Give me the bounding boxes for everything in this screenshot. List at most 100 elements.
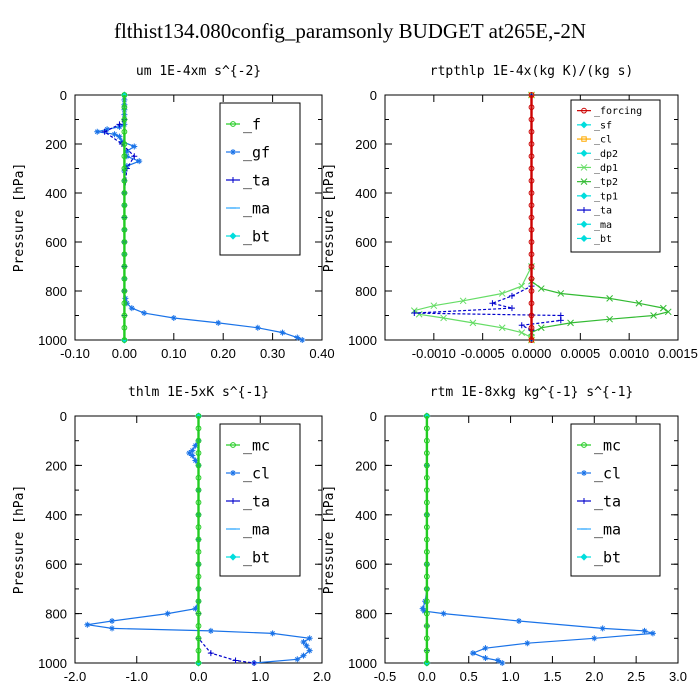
data-point_mc (195, 561, 202, 568)
data-point_forcing (528, 104, 535, 111)
data-point_f (121, 337, 128, 343)
legend-label: _ma (243, 520, 270, 538)
legend-label: _mc (243, 436, 270, 454)
data-point_cl (469, 650, 476, 657)
y-axis-label: Pressure [hPa] (12, 485, 27, 595)
y-tick-label: 0 (370, 88, 377, 103)
data-point_cl (189, 447, 196, 454)
data-point_f (121, 214, 128, 221)
legend-marker_cl (581, 136, 587, 142)
data-point_cl (440, 610, 447, 617)
data-point_f (121, 177, 128, 184)
data-point_mc (423, 524, 430, 531)
x-tick-label: -0.0010 (412, 346, 456, 361)
panel-3: thlm 1E-5xK s^{-1} Pressure [hPa] 0 200 400 6… (12, 385, 331, 684)
data-point_forcing (528, 300, 535, 307)
y-tick-label: 1000 (38, 656, 67, 671)
data-point_forcing (528, 141, 535, 147)
data-point_mc (423, 425, 430, 432)
data-point_cl (422, 598, 429, 605)
data-point_tp2 (606, 315, 613, 323)
data-point_ta (557, 317, 564, 324)
legend-marker_dp1 (580, 164, 588, 171)
legend-label: _sf (594, 120, 612, 131)
data-point_ta (489, 300, 496, 307)
data-point_mc (195, 536, 202, 543)
data-point_forcing (528, 165, 535, 172)
legend-label: _ta (243, 171, 270, 189)
data-point_cl (303, 642, 310, 649)
data-point_gf (141, 310, 148, 317)
legend-label: _bt (243, 227, 270, 245)
data-point_ta (518, 322, 525, 329)
data-point_f (121, 275, 128, 282)
data-point_tp2 (567, 319, 574, 327)
data-point_forcing (528, 275, 535, 282)
x-tick-label: 1.5 (543, 669, 561, 684)
x-tick-label: 0.0 (418, 669, 436, 684)
data-point_tp2 (635, 299, 643, 307)
data-point_cl (641, 627, 648, 634)
data-point_mc (195, 660, 202, 666)
legend: _forcing _sf _cl _dp2 _dp1 _tp2 _tp1 _ta _ma _bt (570, 99, 661, 253)
legend-marker_gf (230, 149, 236, 155)
legend-label: _mc (594, 436, 621, 454)
legend-label: _gf (243, 143, 270, 161)
data-point_mc (195, 586, 202, 592)
data-point_mc (195, 573, 202, 580)
data-point_gf (299, 337, 306, 343)
data-point_cl (192, 442, 199, 449)
data-point_mc (423, 623, 430, 629)
y-tick-label: 600 (45, 557, 67, 572)
legend-marker_sf (580, 121, 588, 129)
legend: _mc _cl _ta _ma _bt (219, 423, 301, 577)
data-point_cl (300, 652, 307, 659)
data-point_tp2 (606, 294, 613, 302)
legend-marker_bt (229, 553, 237, 561)
data-point_cl (269, 630, 276, 637)
panel-1: um 1E-4xm s^{-2} Pressure [hPa] 0 200 400 600… (12, 64, 335, 361)
data-point_cl (499, 660, 506, 666)
data-point_mc (423, 598, 430, 605)
legend-marker_ta (581, 498, 587, 504)
legend-label: _bt (594, 234, 612, 245)
data-point_mc (195, 511, 202, 518)
data-point_mc (423, 647, 430, 654)
y-tick-label: 400 (355, 508, 377, 523)
legend-marker_tp2 (580, 178, 588, 186)
legend-box (570, 423, 661, 577)
data-point_cl (649, 630, 656, 637)
x-tick-label: -0.5 (374, 669, 396, 684)
legend-marker_forcing (581, 107, 587, 114)
data-point_cl (109, 625, 116, 632)
data-point_dp1 (415, 310, 423, 318)
y-tick-label: 0 (60, 88, 67, 103)
data-point_mc (423, 536, 430, 543)
x-tick-label: -1.0 (126, 669, 148, 684)
legend-marker_bt (229, 232, 237, 240)
legend-label: _cl (594, 464, 621, 482)
data-point_mc (423, 437, 430, 444)
y-tick-label: 400 (45, 186, 67, 201)
x-tick-label: 1.0 (502, 669, 520, 684)
data-point_mc (423, 413, 430, 419)
y-tick-label: 200 (355, 458, 377, 473)
data-point_mc (195, 598, 202, 605)
y-tick-label: 800 (355, 607, 377, 622)
y-tick-label: 800 (45, 607, 67, 622)
series-group (84, 412, 313, 667)
data-point_cl (109, 618, 116, 625)
legend-label: _cl (243, 464, 270, 482)
legend-marker_bt (580, 234, 588, 243)
y-tick-label: 200 (45, 137, 67, 152)
y-tick-label: 200 (45, 458, 67, 473)
data-point_forcing (528, 312, 535, 319)
data-point_gf (215, 319, 222, 326)
data-point_dp1 (518, 282, 526, 290)
series-group (410, 91, 672, 344)
x-tick-label: 0.0 (189, 669, 207, 684)
data-point_forcing (528, 324, 535, 331)
data-point_mc (195, 548, 202, 555)
data-point_f (121, 153, 128, 160)
legend-label: _ta (594, 492, 621, 510)
